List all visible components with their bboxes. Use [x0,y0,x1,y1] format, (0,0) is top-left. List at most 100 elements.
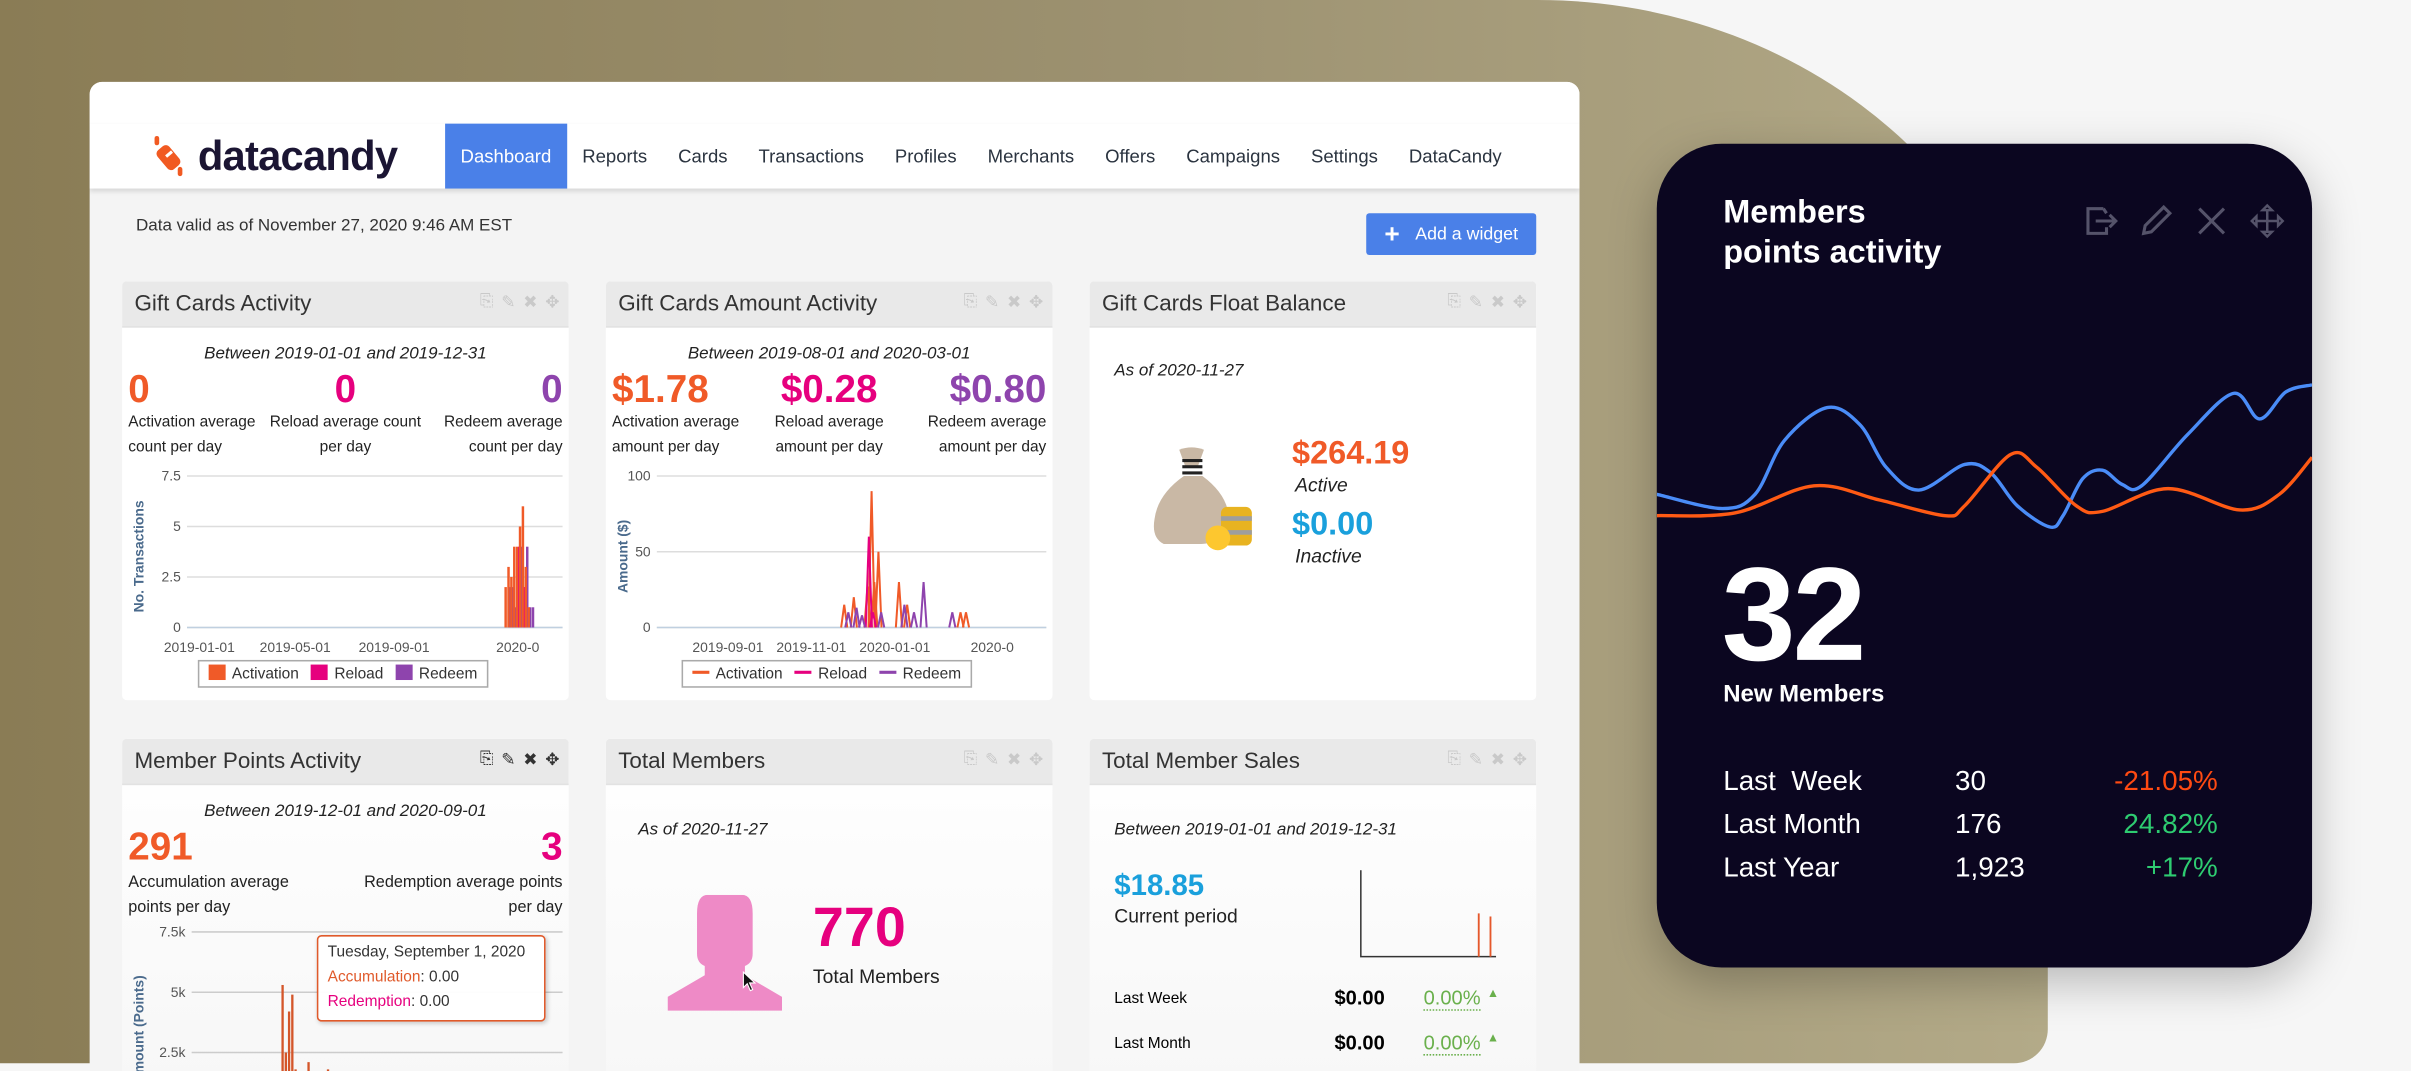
bar-activation[interactable] [504,587,507,628]
pencil-icon[interactable] [2137,202,2174,239]
widget-header[interactable]: Total Member Sales ⎘ ✎ ✖ ✥ [1089,738,1537,786]
add-widget-button[interactable]: + Add a widget [1366,213,1537,256]
label-line: per day [508,897,563,917]
pencil-icon[interactable]: ✎ [985,293,1000,313]
bar-redeem[interactable] [531,607,535,628]
widget-total-member-sales: Total Member Sales ⎘ ✎ ✖ ✥ Between 2019-01-0… [1089,738,1537,1071]
spike-activation[interactable] [894,581,904,628]
bar-activation[interactable] [527,607,530,628]
bar-accumulation[interactable] [291,994,294,1071]
bar-activation[interactable] [518,526,522,628]
y-axis-label: Amount (Points) [131,975,147,1071]
move-icon[interactable] [2249,202,2286,239]
bar-activation[interactable] [513,546,516,628]
move-icon[interactable]: ✥ [545,293,560,313]
export-icon[interactable]: ⎘ [963,292,978,311]
spike-redeem[interactable] [844,612,853,628]
sales-value: $18.85 [1114,870,1205,903]
move-icon[interactable]: ✥ [1512,751,1527,770]
export-icon[interactable] [2082,202,2119,239]
bar-redeem[interactable] [508,587,512,628]
bar-accumulation[interactable] [294,1069,297,1071]
pencil-icon[interactable]: ✎ [1468,751,1484,770]
move-icon[interactable]: ✥ [1512,293,1527,313]
spike-redeem[interactable] [919,581,928,628]
spike-reload[interactable] [868,612,878,628]
bar-redeem[interactable] [514,607,517,628]
widget-header[interactable]: Gift Cards Float Balance ⎘ ✎ ✖ ✥ [1089,281,1537,328]
widget-header[interactable]: Gift Cards Amount Activity ⎘ ✎ ✖ ✥ [605,281,1053,328]
spike-activation[interactable] [956,612,965,628]
export-icon[interactable]: ⎘ [479,749,494,769]
spike-activation[interactable] [903,604,912,628]
legend-activation[interactable]: Activation [692,665,783,682]
widget-header[interactable]: Gift Cards Activity ⎘ ✎ ✖ ✥ [122,281,569,328]
nav-reports[interactable]: Reports [582,145,648,167]
spike-reload[interactable] [864,536,873,628]
nav-dashboard[interactable]: Dashboard [445,123,567,189]
bar-accumulation[interactable] [326,1069,330,1071]
move-icon[interactable]: ✥ [1028,751,1044,770]
spike-redeem[interactable] [857,615,867,628]
pencil-icon[interactable]: ✎ [985,751,1000,770]
close-icon[interactable]: ✖ [1490,751,1505,770]
spike-redeem[interactable] [909,612,919,628]
spike-redeem[interactable] [948,612,957,628]
nav-settings[interactable]: Settings [1310,145,1378,167]
legend-redeem[interactable]: Redeem [395,664,477,683]
export-icon[interactable]: ⎘ [479,292,494,311]
bar-redeem[interactable] [511,587,515,628]
nav-datacandy[interactable]: DataCandy [1408,145,1502,167]
pencil-icon[interactable]: ✎ [501,293,516,313]
close-icon[interactable] [2193,202,2230,239]
legend-reload[interactable]: Reload [794,665,867,682]
close-icon[interactable]: ✖ [1006,751,1022,770]
widget-header[interactable]: Total Members ⎘ ✎ ✖ ✥ [605,738,1053,786]
nav-merchants[interactable]: Merchants [987,145,1075,167]
spike-redeem[interactable] [900,604,909,628]
nav-offers[interactable]: Offers [1105,145,1156,167]
bar-activation[interactable] [524,566,528,628]
nav-profiles[interactable]: Profiles [894,145,957,167]
widget-header[interactable]: Member Points Activity ⎘ ✎ ✖ ✥ [122,738,569,786]
close-icon[interactable]: ✖ [523,293,538,313]
close-icon[interactable]: ✖ [1490,293,1505,313]
spike-activation[interactable] [961,612,971,628]
bar-activation[interactable] [507,566,510,628]
nav-cards[interactable]: Cards [678,145,728,167]
bar-activation[interactable] [521,506,525,628]
bar[interactable] [1489,916,1492,957]
bar-accumulation[interactable] [284,1052,287,1071]
spike-activation[interactable] [874,551,883,628]
bar-redeem[interactable] [526,546,529,628]
spike-redeem[interactable] [852,607,861,628]
legend-activation[interactable]: Activation [208,664,299,683]
export-icon[interactable]: ⎘ [963,749,978,769]
legend-reload[interactable]: Reload [311,664,383,683]
stat-value: 176 [1955,808,2002,840]
export-icon[interactable]: ⎘ [1447,749,1462,769]
bar-accumulation[interactable] [287,1011,291,1071]
bar-activation[interactable] [510,576,513,628]
nav-campaigns[interactable]: Campaigns [1186,145,1281,167]
legend-redeem[interactable]: Redeem [879,665,961,682]
bar-accumulation[interactable] [307,1062,310,1071]
y-tick-label: 5 [173,518,181,534]
move-icon[interactable]: ✥ [545,751,560,770]
export-icon[interactable]: ⎘ [1447,292,1462,311]
bar-redeem[interactable] [520,546,523,628]
move-icon[interactable]: ✥ [1028,293,1044,313]
bar-accumulation[interactable] [281,984,284,1071]
reload-label: Reload average amount per day [606,411,1053,460]
bar-activation[interactable] [515,546,519,628]
widget-gift-cards-activity: Gift Cards Activity ⎘ ✎ ✖ ✥ Between 2019-01-… [122,281,569,701]
bar[interactable] [1477,913,1480,957]
close-icon[interactable]: ✖ [1006,293,1022,313]
pencil-icon[interactable]: ✎ [1468,293,1484,313]
spike-redeem[interactable] [877,612,886,628]
nav-transactions[interactable]: Transactions [758,145,864,167]
close-icon[interactable]: ✖ [523,751,538,770]
logo[interactable]: datacandy [151,131,398,180]
bar-redeem[interactable] [528,607,532,628]
pencil-icon[interactable]: ✎ [501,751,516,770]
